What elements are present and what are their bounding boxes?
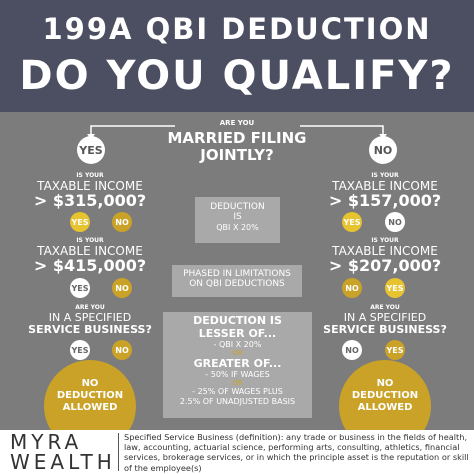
result-text: DEDUCTION [351, 390, 419, 401]
step-text: IN A SPECIFIED [48, 311, 132, 324]
answer-circle: YES [70, 278, 90, 298]
answer-circle: NO [342, 278, 362, 298]
logo: MYRA WEALTH [10, 432, 116, 472]
no-circle: NO [369, 136, 397, 164]
box-text: QBI X 20% [216, 222, 259, 232]
box-text: IS [233, 212, 242, 223]
step-lead: ARE YOU [75, 304, 105, 311]
step-text: TAXABLE INCOME [332, 179, 438, 193]
header: 199A QBI DEDUCTION DO YOU QUALIFY? [0, 0, 474, 112]
step-lead: ARE YOU [370, 304, 400, 311]
step-text: TAXABLE INCOME [37, 244, 143, 258]
step-text: TAXABLE INCOME [332, 244, 438, 258]
step-emph: > $207,000? [328, 256, 442, 275]
title: 199A QBI DEDUCTION [42, 12, 432, 46]
step-text: TAXABLE INCOME [37, 179, 143, 193]
definition: Specified Service Business (definition):… [124, 432, 469, 473]
step-lead: IS YOUR [76, 237, 104, 244]
box-text: - QBI X 20% [213, 340, 262, 350]
box-text: - 25% OF WAGES PLUS [192, 387, 283, 397]
result-text: DEDUCTION [56, 390, 124, 401]
box-text: PHASED IN LIMITATIONS [183, 269, 291, 279]
step-lead: IS YOUR [371, 172, 399, 179]
footer: MYRA WEALTH Specified Service Business (… [0, 430, 474, 474]
box-or: OR [232, 379, 243, 388]
box-text: 2.5% OF UNADJUSTED BASIS [179, 396, 296, 406]
divider [118, 433, 119, 471]
box-text: DEDUCTION [210, 202, 265, 212]
step-emph: SERVICE BUSINESS? [28, 323, 152, 336]
answer-circle: YES [70, 212, 90, 232]
box-text: GREATER OF... [193, 356, 282, 370]
step-lead: IS YOUR [371, 237, 399, 244]
logo-line: WEALTH [10, 450, 116, 474]
question-lead: ARE YOU [219, 119, 255, 127]
result-text: NO [81, 378, 99, 389]
step-emph: SERVICE BUSINESS? [323, 323, 447, 336]
step-emph: > $315,000? [33, 191, 147, 210]
box-text: DEDUCTION IS [193, 314, 282, 327]
box-text: LESSER OF... [198, 326, 277, 340]
result-text: NO [376, 378, 394, 389]
step-lead: IS YOUR [76, 172, 104, 179]
box-or: OR [232, 349, 243, 358]
box-text: - 50% IF WAGES [205, 370, 270, 380]
result-text: ALLOWED [62, 402, 118, 413]
answer-circle: YES [385, 278, 405, 298]
answer-circle: YES [342, 212, 362, 232]
logo-line: MYRA [10, 430, 83, 454]
answer-circle: NO [112, 340, 132, 360]
question-line: JOINTLY? [200, 146, 274, 164]
answer-circle: YES [70, 340, 90, 360]
answer-circle: YES [385, 340, 405, 360]
answer-circle: NO [112, 212, 132, 232]
step-emph: > $415,000? [33, 256, 147, 275]
box-phased: PHASED IN LIMITATIONS ON QBI DEDUCTIONS [172, 265, 302, 297]
question-line: MARRIED FILING [167, 129, 307, 147]
answer-circle: NO [112, 278, 132, 298]
answer-circle: NO [385, 212, 405, 232]
yes-circle: YES [77, 136, 105, 164]
step-emph: > $157,000? [328, 191, 442, 210]
subtitle: DO YOU QUALIFY? [19, 53, 455, 99]
result-text: ALLOWED [357, 402, 413, 413]
box-text: ON QBI DEDUCTIONS [189, 279, 285, 290]
step-text: IN A SPECIFIED [343, 311, 427, 324]
answer-circle: NO [342, 340, 362, 360]
box-deduction: DEDUCTION IS QBI X 20% [195, 197, 280, 243]
box-lesser: DEDUCTION IS LESSER OF... - QBI X 20% OR… [163, 312, 312, 418]
